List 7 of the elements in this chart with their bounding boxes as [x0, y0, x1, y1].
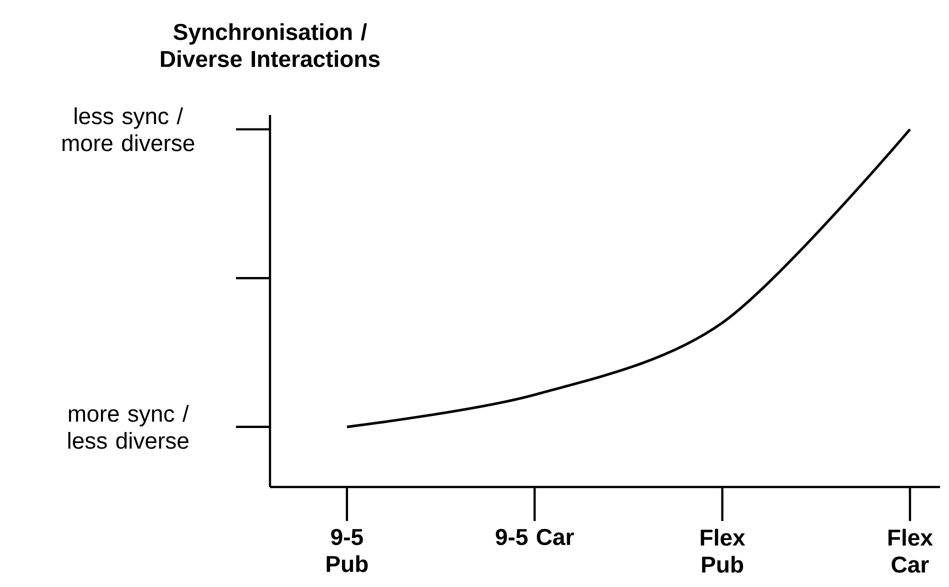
text: more sync / less diverse — [68, 404, 189, 449]
x-tick-label: 9-5 Pub — [326, 528, 368, 572]
x-tick-label: Flex Pub — [700, 528, 746, 573]
y-axis-title: Synchronisation / Diverse Interactions — [160, 23, 380, 68]
text: less sync / more diverse — [62, 107, 194, 152]
x-tick-label: Flex Car — [888, 528, 933, 573]
x-tick-label: 9-5 Car — [496, 528, 574, 546]
